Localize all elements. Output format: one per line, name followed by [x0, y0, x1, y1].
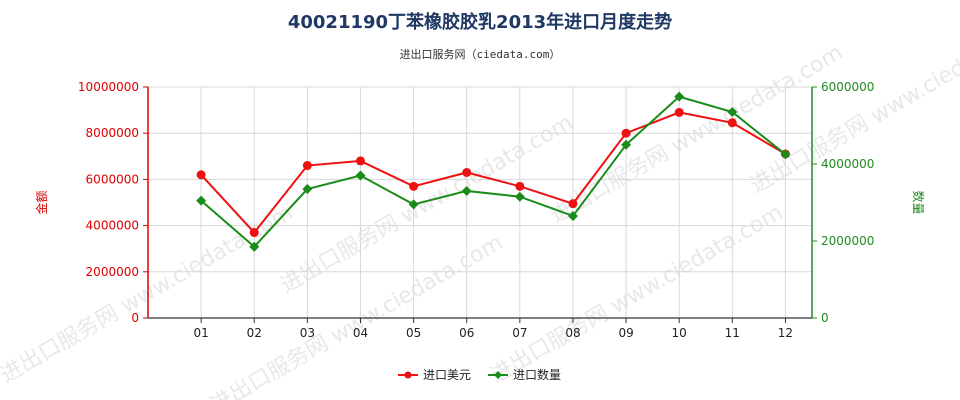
- data-point-1: [674, 107, 684, 117]
- x-tick-label: 02: [247, 326, 262, 340]
- data-point-1: [621, 128, 631, 138]
- data-point-2: [302, 184, 313, 195]
- y-left-tick-label: 10000000: [78, 80, 139, 94]
- data-point-2: [196, 195, 207, 206]
- data-point-2: [727, 107, 738, 118]
- watermark-text: 进出口服务网 www.ciedata.com: [546, 40, 847, 228]
- data-point-2: [514, 191, 525, 202]
- x-tick-label: 03: [300, 326, 315, 340]
- y-right-tick-label: 2000000: [821, 234, 874, 248]
- data-point-2: [249, 241, 260, 252]
- chart-title: 40021190丁苯橡胶胶乳2013年进口月度走势: [288, 11, 672, 33]
- data-point-1: [409, 181, 419, 191]
- legend: 进口美元 进口数量: [398, 367, 561, 382]
- data-point-2: [780, 149, 791, 160]
- x-tick-label: 10: [672, 326, 687, 340]
- x-tick-label: 12: [778, 326, 793, 340]
- y-left-axis-label: 金额: [34, 190, 49, 214]
- series-line-1: [200, 111, 786, 235]
- data-point-1: [196, 170, 206, 180]
- x-tick-label: 06: [459, 326, 474, 340]
- x-tick-label: 07: [512, 326, 527, 340]
- data-point-1: [249, 228, 259, 238]
- y-left-tick-label: 2000000: [86, 265, 139, 279]
- data-point-1: [355, 156, 365, 166]
- data-point-1: [727, 118, 737, 128]
- chart-subtitle: 进出口服务网（ciedata.com）: [400, 47, 561, 61]
- x-tick-label: 09: [618, 326, 633, 340]
- series-line-2: [200, 95, 787, 249]
- data-point-1: [568, 199, 578, 209]
- data-point-2: [674, 91, 685, 102]
- data-point-2: [408, 199, 419, 210]
- x-tick-label: 11: [725, 326, 740, 340]
- axes: 0 2000000 4000000 6000000 8000000 10000000 金额 0…: [34, 80, 926, 340]
- y-left-tick-label: 4000000: [86, 219, 139, 233]
- watermark-text: 进出口服务网 www.ciedata.com: [486, 200, 787, 388]
- data-point-1: [302, 161, 312, 171]
- x-tick-label: 05: [406, 326, 421, 340]
- series-layer: [196, 91, 791, 252]
- y-left-tick-label: 8000000: [86, 126, 139, 140]
- legend-label: 进口数量: [513, 367, 561, 382]
- data-point-2: [355, 170, 366, 181]
- y-right-tick-label: 0: [821, 311, 829, 325]
- x-tick-label: 01: [193, 326, 208, 340]
- y-right-tick-label: 4000000: [821, 157, 874, 171]
- data-point-1: [462, 167, 472, 177]
- data-point-1: [515, 181, 525, 191]
- legend-swatch-marker: [494, 371, 502, 379]
- y-left-tick-label: 6000000: [86, 172, 139, 186]
- x-tick-label: 04: [353, 326, 368, 340]
- y-right-axis-label: 数量: [911, 190, 926, 214]
- y-right-tick-label: 6000000: [821, 80, 874, 94]
- data-point-2: [461, 185, 472, 196]
- data-point-2: [567, 210, 578, 221]
- legend-label: 进口美元: [423, 368, 471, 382]
- x-tick-label: 08: [565, 326, 580, 340]
- y-left-tick-label: 0: [131, 311, 139, 325]
- legend-swatch-marker: [404, 371, 412, 379]
- data-point-2: [621, 139, 632, 150]
